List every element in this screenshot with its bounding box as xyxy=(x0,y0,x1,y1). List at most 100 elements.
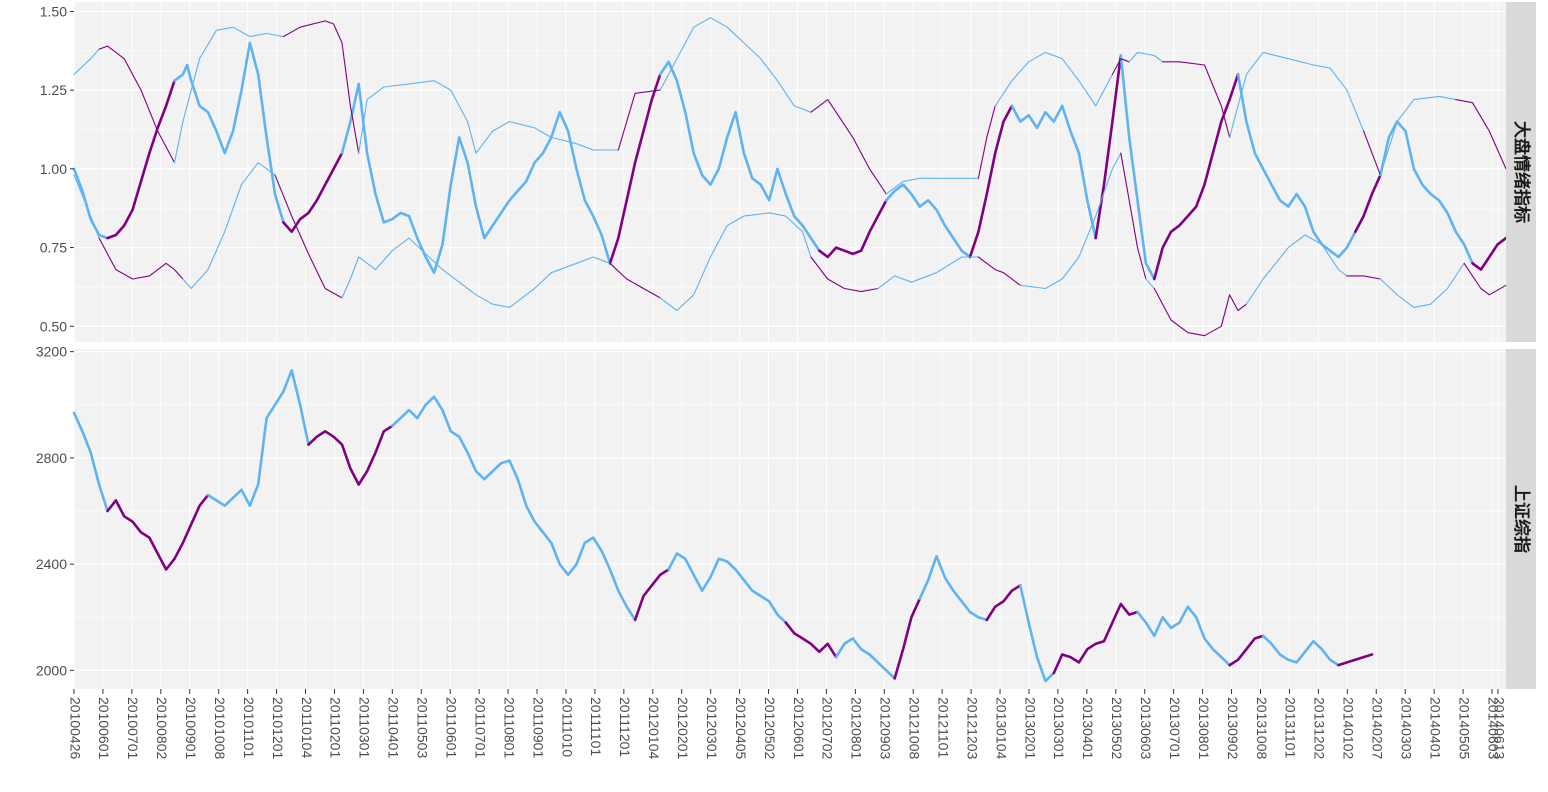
series-1-1-segment-3 xyxy=(282,151,344,234)
x-tick-label-17: 20111010 xyxy=(559,697,575,757)
y-tick-label-1-4: 1.50 xyxy=(40,3,67,19)
x-tick-label-1: 20100601 xyxy=(96,697,112,760)
x-tick-label-22: 20120301 xyxy=(704,697,720,760)
x-tick-label-11: 20110401 xyxy=(386,697,402,758)
y-tick-label-1-3: 1.25 xyxy=(40,82,67,98)
series-2-1-segment-4 xyxy=(390,395,637,622)
x-tick-label-15: 20110801 xyxy=(501,697,517,758)
x-tick-label-33: 20130201 xyxy=(1022,697,1038,760)
y-tick-label-2-1: 2400 xyxy=(36,556,67,572)
x-tick-label-29: 20121008 xyxy=(907,697,923,760)
series-1-3-segment-12 xyxy=(1145,278,1155,290)
x-tick-label-31: 20121203 xyxy=(964,697,980,760)
series-1-1-segment-15 xyxy=(1354,173,1382,234)
series-1-3-segment-4 xyxy=(341,237,611,308)
x-tick-label-13: 20110601 xyxy=(444,697,460,758)
series-1-2-segment-4 xyxy=(358,80,619,154)
series-1-1-segment-12 xyxy=(1119,54,1156,281)
x-tick-label-6: 20101101 xyxy=(241,697,257,758)
x-tick-label-20: 20120104 xyxy=(646,697,662,760)
x-tick-label-24: 20120502 xyxy=(762,697,778,760)
x-tick-label-26: 20120702 xyxy=(820,697,836,760)
series-1-3-segment-2 xyxy=(182,162,276,290)
series-1-3-segment-5 xyxy=(609,262,661,299)
series-1-2-segment-2 xyxy=(173,26,284,164)
gridlines xyxy=(73,2,1506,689)
series-1-3-segment-6 xyxy=(659,212,812,312)
series-1-3-segment-14 xyxy=(1245,234,1348,305)
x-tick-label-14: 20110701 xyxy=(472,697,488,758)
series-1-3-segment-0 xyxy=(73,174,100,239)
series-1-2-segment-3 xyxy=(282,20,360,154)
x-tick-label-28: 20120903 xyxy=(878,697,894,760)
x-tick-label-43: 20131202 xyxy=(1312,697,1328,760)
y-tick-label-1-2: 1.00 xyxy=(40,161,67,177)
series-1-2-segment-14 xyxy=(1229,51,1365,138)
series-1-1-segment-14 xyxy=(1236,73,1357,259)
series-2-1-segment-0 xyxy=(72,411,109,513)
y-tick-label-2-0: 2000 xyxy=(36,662,67,678)
series-2-1-segment-10 xyxy=(918,554,989,622)
series-1-1-segment-11 xyxy=(1094,54,1123,240)
series-2-1-segment-9 xyxy=(893,597,922,680)
x-tick-label-21: 20120201 xyxy=(675,697,691,760)
x-tick-label-23: 20120405 xyxy=(733,697,749,760)
x-tick-label-32: 20130104 xyxy=(993,697,1009,760)
panel-1-background xyxy=(74,2,1506,342)
x-tick-label-44: 20140102 xyxy=(1341,697,1357,760)
x-tick-label-46: 20140303 xyxy=(1398,697,1414,760)
series-1-1-segment-8 xyxy=(885,183,972,259)
series-1-1-segment-0 xyxy=(72,167,109,240)
x-tick-label-39: 20130801 xyxy=(1196,697,1212,760)
x-tick-label-47: 20140401 xyxy=(1427,697,1443,760)
x-tick-label-9: 20110201 xyxy=(328,697,344,758)
series-1-2-segment-13 xyxy=(1162,61,1231,138)
x-tick-label-25: 20120601 xyxy=(791,697,807,760)
x-tick-label-34: 20130301 xyxy=(1051,697,1067,760)
x-tick-label-49: 20140603 xyxy=(1485,697,1501,760)
x-tick-label-42: 20131101 xyxy=(1283,697,1299,758)
series-1-1-segment-10 xyxy=(1010,104,1097,240)
series-1-3-segment-16 xyxy=(1379,262,1465,308)
x-tick-label-4: 20100901 xyxy=(183,697,199,760)
x-tick-label-36: 20130502 xyxy=(1109,697,1125,760)
series-2-1-segment-5 xyxy=(633,568,670,622)
series-1-3-segment-15 xyxy=(1346,275,1381,280)
series-2-1-segment-13 xyxy=(1052,602,1139,675)
series-1-2-segment-5 xyxy=(617,89,661,151)
x-tick-label-50: 20140613 xyxy=(1491,697,1507,760)
series-2-1-segment-15 xyxy=(1228,634,1265,667)
series-1-3-segment-9 xyxy=(977,256,1021,286)
series-2-1-segment-11 xyxy=(985,584,1022,622)
x-tick-label-18: 20111101 xyxy=(588,697,604,756)
series-1-3-segment-11 xyxy=(1120,152,1147,280)
series-1-3-segment-17 xyxy=(1463,262,1507,296)
x-tick-label-27: 20120801 xyxy=(849,697,865,760)
series-1-1-segment-1 xyxy=(106,79,176,240)
x-tick-label-45: 20140207 xyxy=(1370,697,1386,760)
series-1-1-segment-4 xyxy=(340,82,612,274)
x-tick-label-7: 20101201 xyxy=(270,697,286,760)
series-1-2-segment-7 xyxy=(810,99,887,195)
x-tick-label-5: 20101008 xyxy=(212,697,228,760)
series-1-1-segment-7 xyxy=(818,199,888,259)
y-tick-label-1-1: 0.75 xyxy=(40,240,67,256)
series-1-1-segment-5 xyxy=(608,73,662,265)
series-1-3-segment-1 xyxy=(98,237,184,280)
x-tick-label-16: 20110901 xyxy=(530,697,546,758)
x-tick-label-3: 20100802 xyxy=(154,697,170,760)
series-1-3-segment-3 xyxy=(274,174,343,299)
series-2-1-segment-12 xyxy=(1019,584,1056,683)
series-1-3-segment-7 xyxy=(810,256,879,293)
x-tick-label-30: 20121101 xyxy=(935,697,951,758)
series-1-2-segment-16 xyxy=(1379,95,1457,176)
axes: 0.50 0.75 1.00 1.25 1.50 2000 2400 2800 3200 2010… xyxy=(36,3,1507,759)
series-1-2-segment-6 xyxy=(659,17,812,113)
series-2-1-segment-2 xyxy=(206,369,310,507)
series-1-2-segment-8 xyxy=(885,177,979,195)
panel-1-strip-label: 大盘情绪指标 xyxy=(1511,121,1532,223)
panel-1-strip xyxy=(1506,2,1536,342)
series-1-2-segment-17 xyxy=(1455,99,1507,170)
x-tick-label-37: 20130603 xyxy=(1138,697,1154,760)
